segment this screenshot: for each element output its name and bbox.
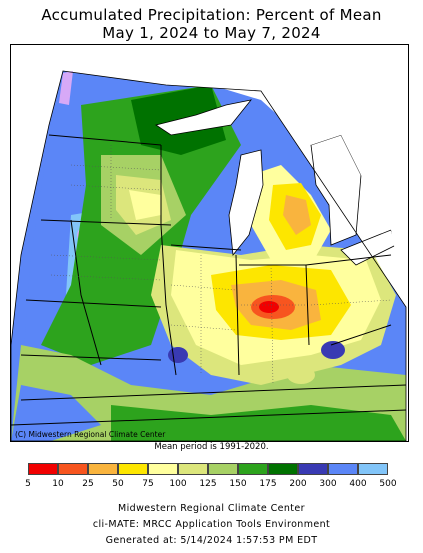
precipitation-map-canvas — [11, 70, 407, 441]
legend-label: 175 — [259, 479, 277, 489]
legend-label: 125 — [199, 479, 217, 489]
legend-swatch — [178, 463, 208, 475]
precipitation-map — [10, 44, 409, 442]
legend-swatch — [28, 463, 58, 475]
lake-michigan — [228, 149, 264, 257]
zone-150-175-south — [111, 405, 406, 441]
legend-swatch — [238, 463, 268, 475]
zone-5-10-central — [259, 301, 279, 313]
county-lines — [50, 145, 392, 386]
zone-400-500-north — [59, 71, 73, 105]
map-copyright: (C) Midwestern Regional Climate Center — [15, 430, 166, 439]
legend-label: 75 — [142, 479, 154, 489]
canada-region — [166, 85, 406, 307]
legend-swatch — [358, 463, 388, 475]
legend-label: 150 — [229, 479, 247, 489]
legend-swatch — [148, 463, 178, 475]
zone-200-300-spot-2 — [321, 341, 345, 359]
map-title-line1: Accumulated Precipitation: Percent of Me… — [41, 6, 382, 24]
zone-25-50-michigan — [283, 195, 311, 235]
zone-200-300-spot-1 — [168, 347, 188, 363]
legend-label: 300 — [319, 479, 337, 489]
legend-label: 400 — [349, 479, 367, 489]
legend-label: 200 — [289, 479, 307, 489]
legend-swatch — [58, 463, 88, 475]
state-borders — [11, 134, 407, 426]
legend-swatch — [208, 463, 238, 475]
zone-100-125-spot — [287, 366, 315, 384]
legend-label: 5 — [25, 479, 31, 489]
legend-swatch — [298, 463, 328, 475]
legend-label: 10 — [52, 479, 64, 489]
legend-label: 500 — [379, 479, 397, 489]
legend-label: 100 — [169, 479, 187, 489]
zone-75-100-west — [129, 190, 161, 220]
footer-organization: Midwestern Regional Climate Center — [118, 503, 305, 514]
mean-period-note: Mean period is 1991-2020. — [154, 442, 269, 452]
zone-200-300-west — [23, 105, 86, 365]
legend-swatch — [118, 463, 148, 475]
legend-swatch — [88, 463, 118, 475]
region-boundary — [11, 70, 407, 441]
map-title-line2: May 1, 2024 to May 7, 2024 — [102, 24, 321, 42]
lake-superior — [155, 99, 252, 136]
legend-swatch — [328, 463, 358, 475]
legend-label: 25 — [82, 479, 94, 489]
footer-generated: Generated at: 5/14/2024 1:57:53 PM EDT — [105, 535, 318, 546]
legend-label: 50 — [112, 479, 124, 489]
footer-tool: cli-MATE: MRCC Application Tools Environ… — [92, 519, 331, 530]
zone-200-300-south — [11, 385, 101, 441]
legend-swatch — [268, 463, 298, 475]
